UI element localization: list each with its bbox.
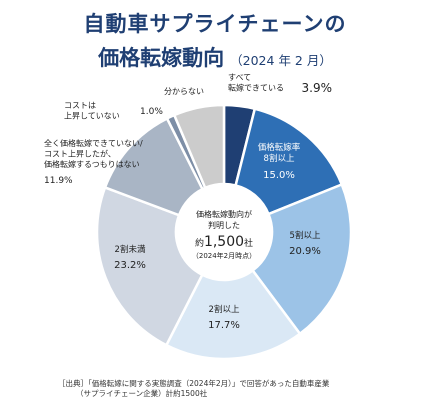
chart-title-main: 価格転嫁動向 <box>98 46 225 70</box>
slice-value-3: 17.7% <box>208 320 240 331</box>
center-line1: 価格転嫁動向が <box>196 209 252 219</box>
slice-value-4: 23.2% <box>114 260 146 271</box>
slice-label-2: 5割以上 <box>290 230 321 241</box>
slice-value-1: 15.0% <box>263 170 295 181</box>
center-count: 約1,500社 <box>195 234 253 250</box>
chart-title-line2: 価格転嫁動向 （2024 年 2 月） <box>0 42 430 72</box>
center-suffix: 社 <box>244 237 253 249</box>
slice-label-1: 価格転嫁率 8割以上 <box>258 142 301 164</box>
slice-value-2: 20.9% <box>289 246 321 257</box>
slice-label-3: 2割以上 <box>209 304 240 315</box>
slice-label-4: 2割未満 <box>115 244 146 255</box>
source-line1: ［出典］「価格転嫁に関する実態調査（2024年2月）」で回答があった自動車産業 <box>58 379 330 388</box>
slice-label-0: すべて転嫁できている <box>228 73 284 93</box>
center-hole <box>176 184 272 280</box>
slice-label-5: 全く価格転嫁できていない/コスト上昇したが、価格転嫁するつもりはない <box>44 138 143 169</box>
source-line2: （サプライチェーン企業）計約1500社 <box>76 389 208 398</box>
center-label: 価格転嫁動向が 判明した 約1,500社 （2024年2月時点） <box>192 209 256 260</box>
chart-title-date: （2024 年 2 月） <box>230 53 332 68</box>
slice-labels: すべて転嫁できている 3.9% 価格転嫁率 8割以上 15.0% 5割以上 20.9% 2割以… <box>44 73 332 331</box>
slice-value-0: 3.9% <box>302 81 333 95</box>
title-block: 自動車サプライチェーンの 価格転嫁動向 （2024 年 2 月） <box>0 8 430 72</box>
slice-label-6: コストは上昇していない <box>64 101 120 121</box>
slice-value-5: 11.9% <box>44 176 73 186</box>
chart-title: 自動車サプライチェーンの <box>83 12 347 36</box>
pie-slices <box>95 103 353 361</box>
slice-value-6: 1.0% <box>140 107 163 117</box>
source-note: ［出典］「価格転嫁に関する実態調査（2024年2月）」で回答があった自動車産業 … <box>58 379 329 399</box>
center-number: 1,500 <box>204 234 244 250</box>
slice-label-7: 分からない <box>164 87 204 96</box>
center-line2: 判明した <box>208 220 240 230</box>
center-prefix: 約 <box>195 237 204 249</box>
center-date: （2024年2月時点） <box>192 251 256 260</box>
